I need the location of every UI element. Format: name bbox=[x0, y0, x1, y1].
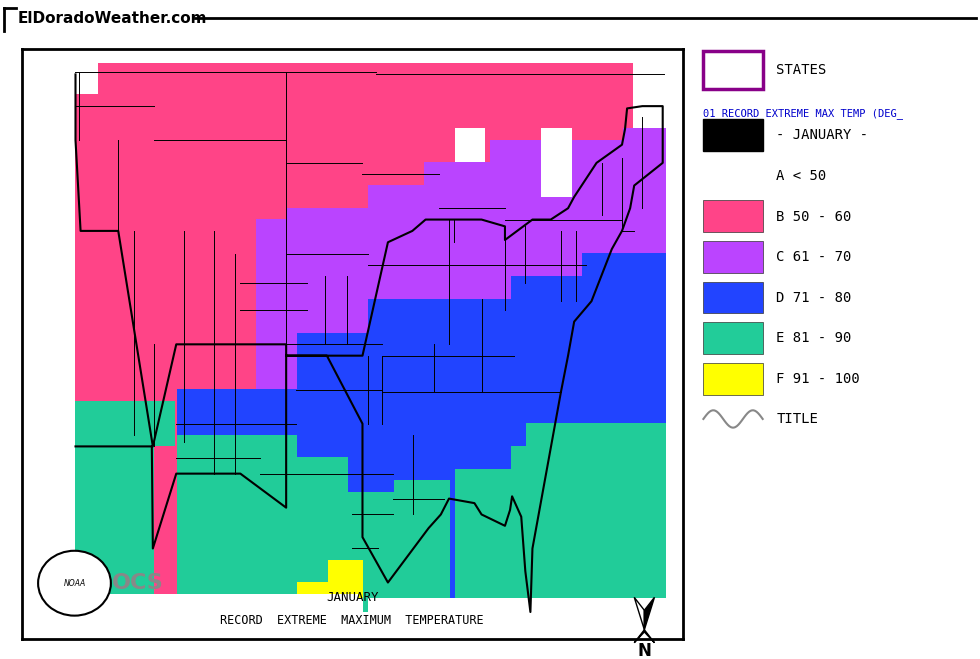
Bar bbox=[704, 51, 762, 89]
Text: E 81 - 90: E 81 - 90 bbox=[776, 331, 852, 345]
Text: D 71 - 80: D 71 - 80 bbox=[776, 291, 852, 304]
Text: RECORD  EXTREME  MAXIMUM  TEMPERATURE: RECORD EXTREME MAXIMUM TEMPERATURE bbox=[220, 614, 484, 627]
Polygon shape bbox=[645, 597, 655, 630]
Text: C 61 - 70: C 61 - 70 bbox=[776, 250, 852, 264]
Polygon shape bbox=[645, 630, 655, 643]
Text: N: N bbox=[637, 643, 652, 659]
Text: OCS: OCS bbox=[112, 573, 164, 593]
Text: A < 50: A < 50 bbox=[776, 169, 826, 183]
Text: STATES: STATES bbox=[776, 63, 826, 77]
Text: B 50 - 60: B 50 - 60 bbox=[776, 210, 852, 223]
Bar bbox=[704, 200, 762, 232]
Polygon shape bbox=[634, 597, 645, 630]
Bar bbox=[704, 119, 762, 151]
Text: - JANUARY -: - JANUARY - bbox=[776, 128, 868, 142]
Text: F 91 - 100: F 91 - 100 bbox=[776, 372, 859, 386]
Bar bbox=[704, 362, 762, 395]
Text: 01 RECORD EXTREME MAX TEMP (DEG_: 01 RECORD EXTREME MAX TEMP (DEG_ bbox=[704, 108, 904, 119]
Bar bbox=[704, 281, 762, 314]
Circle shape bbox=[38, 551, 111, 616]
Polygon shape bbox=[634, 630, 645, 643]
Text: JANUARY: JANUARY bbox=[326, 591, 378, 604]
Bar bbox=[704, 322, 762, 354]
Text: NOAA: NOAA bbox=[64, 579, 85, 588]
Text: ElDoradoWeather.com: ElDoradoWeather.com bbox=[18, 11, 208, 26]
Bar bbox=[704, 241, 762, 273]
Text: TITLE: TITLE bbox=[776, 412, 818, 426]
